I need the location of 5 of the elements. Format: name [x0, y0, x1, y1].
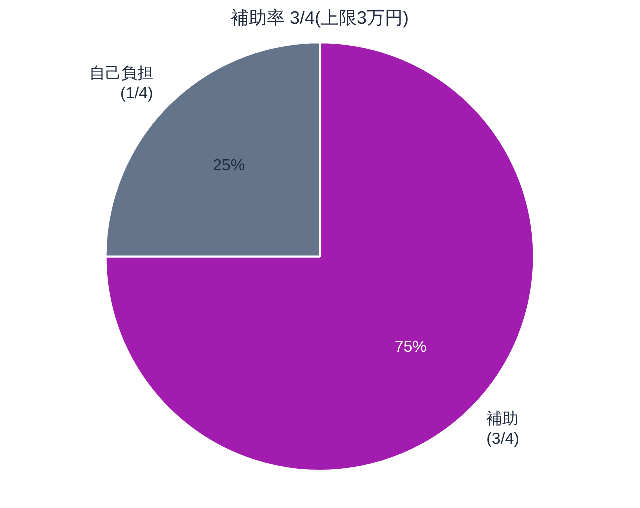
data-label: 25% — [213, 157, 246, 174]
chart-title: 補助率 3/4(上限3万円) — [230, 8, 410, 28]
data-label: 75% — [394, 339, 427, 356]
slice-label: 自己負担 (1/4) — [89, 64, 154, 103]
slice-label: 補助 (3/4) — [486, 410, 520, 448]
